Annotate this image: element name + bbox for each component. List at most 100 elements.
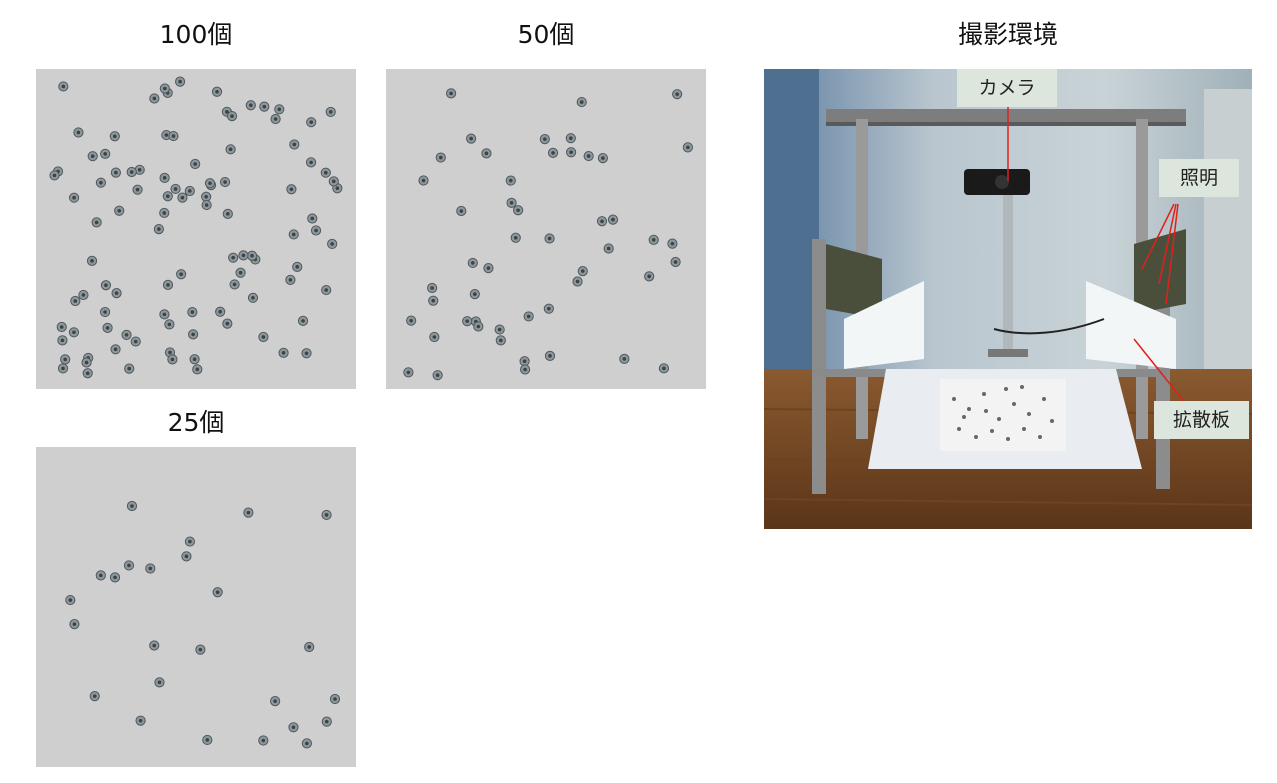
photo-100-nuts xyxy=(36,69,356,389)
nut-icon xyxy=(86,255,98,266)
nut-icon xyxy=(245,100,256,111)
nut-icon xyxy=(432,370,443,381)
nut-icon xyxy=(259,101,270,112)
nut-icon xyxy=(258,735,269,746)
nut-icon xyxy=(435,152,446,163)
nut-icon xyxy=(212,587,223,598)
nut-icon xyxy=(519,364,531,375)
nut-icon xyxy=(278,347,289,358)
nut-icon xyxy=(192,364,203,375)
nut-icon xyxy=(301,348,312,359)
nut-icon xyxy=(505,175,516,186)
nut-icon xyxy=(406,315,417,326)
nut-icon xyxy=(100,148,111,159)
nut-icon xyxy=(215,306,226,317)
nut-icon xyxy=(481,148,492,159)
nut-icon xyxy=(456,205,467,217)
nut-icon xyxy=(483,263,494,274)
photo-setup: カメラ 照明 拡散板 xyxy=(764,69,1252,529)
nut-icon xyxy=(100,280,112,291)
nut-icon xyxy=(126,500,138,512)
nut-icon xyxy=(57,363,69,374)
nut-icon xyxy=(238,250,249,261)
nut-icon xyxy=(274,104,285,115)
nut-icon xyxy=(258,331,269,343)
nut-icon xyxy=(70,295,81,307)
nut-icon xyxy=(603,243,614,254)
nut-icon xyxy=(225,144,236,155)
nut-icon xyxy=(597,152,609,164)
nut-icon xyxy=(184,185,195,197)
nut-icon xyxy=(124,363,135,374)
nut-icon xyxy=(167,354,178,365)
nut-icon xyxy=(523,311,534,322)
nut-icon xyxy=(57,335,68,346)
nut-icon xyxy=(229,279,240,290)
nut-icon xyxy=(596,216,608,227)
nut-icon xyxy=(164,319,175,330)
nut-icon xyxy=(211,86,223,97)
nut-icon xyxy=(566,147,577,158)
nut-icon xyxy=(73,127,84,138)
nut-icon xyxy=(184,536,196,547)
nut-icon xyxy=(577,265,588,277)
nut-icon xyxy=(188,329,199,340)
nut-icon xyxy=(175,76,186,87)
nut-icon xyxy=(190,158,201,170)
nut-icon xyxy=(168,130,179,142)
nut-icon xyxy=(159,207,170,219)
photo-50-nuts xyxy=(386,69,706,389)
title-setup: 撮影環境 xyxy=(957,20,1058,49)
nut-icon xyxy=(428,295,439,306)
nut-icon xyxy=(292,261,303,272)
nut-icon xyxy=(111,288,122,299)
nut-icon xyxy=(327,238,338,250)
nut-icon xyxy=(513,205,524,216)
nut-icon xyxy=(195,644,206,655)
nut-icon xyxy=(658,363,670,374)
nut-icon xyxy=(510,232,521,243)
nut-icon xyxy=(286,184,297,195)
nut-icon xyxy=(328,176,339,187)
nut-icon xyxy=(288,229,299,240)
nut-icon xyxy=(135,715,146,726)
nut-icon xyxy=(544,233,555,244)
nut-icon xyxy=(429,331,440,343)
nut-icon xyxy=(235,267,246,278)
nut-icon xyxy=(607,214,619,225)
nut-icon xyxy=(145,563,156,574)
nut-icon xyxy=(306,117,317,128)
nut-icon xyxy=(576,96,587,108)
nut-icon xyxy=(204,178,216,189)
nut-icon xyxy=(547,147,559,158)
nut-icon xyxy=(162,191,173,202)
nut-icon xyxy=(544,350,556,361)
nut-icon xyxy=(473,321,484,332)
nut-icon xyxy=(109,572,121,583)
nut-icon xyxy=(446,88,457,99)
nut-icon xyxy=(78,289,89,301)
nut-icon xyxy=(102,322,113,334)
nut-icon xyxy=(667,238,678,249)
nut-icon xyxy=(202,734,213,746)
nut-icon xyxy=(49,170,60,181)
nut-icon xyxy=(123,560,135,571)
nut-icon xyxy=(159,309,170,320)
nut-icon xyxy=(321,284,332,296)
nut-icon xyxy=(304,641,315,653)
nut-icon xyxy=(648,234,659,245)
nut-icon xyxy=(89,691,100,702)
nut-icon xyxy=(91,217,102,228)
nut-icon xyxy=(494,324,505,335)
nut-icon xyxy=(68,192,80,203)
nut-icon xyxy=(114,205,125,216)
nut-icon xyxy=(219,176,231,188)
nut-icon xyxy=(418,175,429,186)
nut-icon xyxy=(153,223,164,235)
nut-icon xyxy=(121,329,132,340)
nut-icon xyxy=(321,509,332,521)
nut-icon xyxy=(539,134,550,145)
nut-icon xyxy=(68,327,80,338)
nut-icon xyxy=(69,619,80,630)
photo-25-nuts xyxy=(36,447,356,767)
